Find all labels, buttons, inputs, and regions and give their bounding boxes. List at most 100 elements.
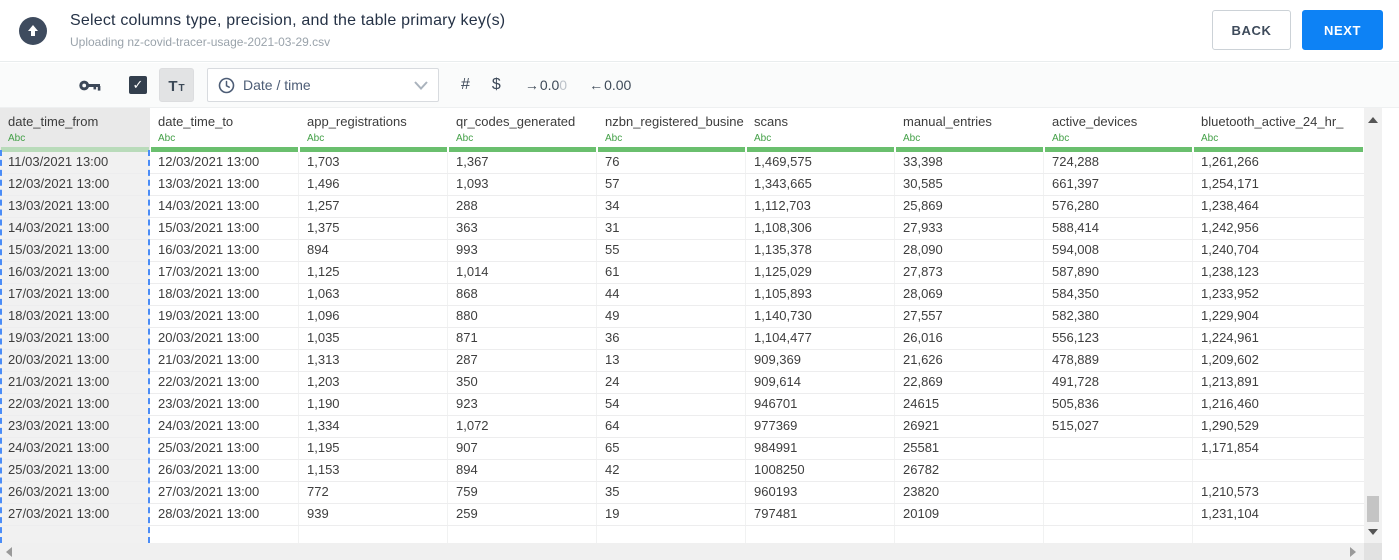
column-type-dropdown[interactable]: Date / time: [207, 68, 439, 102]
scroll-down-arrow-icon[interactable]: [1368, 529, 1378, 535]
vertical-scrollbar[interactable]: [1364, 108, 1382, 543]
column-type-badge: Abc: [903, 133, 921, 144]
table-cell: 1,063: [299, 284, 448, 305]
table-cell: 65: [597, 438, 746, 459]
horizontal-scrollbar[interactable]: [0, 543, 1364, 560]
column-name: app_registrations: [307, 114, 407, 129]
table-cell: 19/03/2021 13:00: [0, 328, 150, 349]
table-cell: 894: [299, 240, 448, 261]
table-cell: 1,367: [448, 152, 597, 173]
column-underline: [151, 147, 298, 152]
table-cell: 26,016: [895, 328, 1044, 349]
back-button[interactable]: BACK: [1212, 10, 1291, 50]
column-header-nzbn_registered_busine[interactable]: nzbn_registered_busine Abc: [597, 108, 746, 152]
table-cell: 1,216,460: [1201, 396, 1259, 411]
upload-cloud-icon: [19, 16, 47, 45]
table-cell: [746, 526, 895, 543]
column-header-bluetooth_active_24_hr_[interactable]: bluetooth_active_24_hr_ Abc: [1193, 108, 1364, 152]
table-cell: 36: [597, 328, 746, 349]
table-cell: 26/03/2021 13:00: [150, 460, 299, 481]
table-cell: 1,343,665: [746, 174, 895, 195]
table-cell: 1,229,904: [1201, 308, 1259, 323]
primary-key-icon[interactable]: [79, 78, 102, 93]
table-cell: 23820: [895, 482, 1044, 503]
column-header-app_registrations[interactable]: app_registrations Abc: [299, 108, 448, 152]
table-cell: 515,027: [1044, 416, 1193, 437]
table-cell: 1,210,573: [1201, 484, 1259, 499]
table-row: 27/03/2021 13:00 28/03/2021 13:00 939 259 19…: [0, 504, 1364, 526]
table-cell: 20109: [895, 504, 1044, 525]
table-cell: 939: [299, 504, 448, 525]
table-cell: 23/03/2021 13:00: [0, 416, 150, 437]
column-header-date_time_from[interactable]: date_time_from Abc: [0, 108, 150, 152]
column-underline: [598, 147, 745, 152]
increase-decimal-button[interactable]: ← 0.00: [589, 77, 631, 93]
table-cell: 772: [299, 482, 448, 503]
column-headers: date_time_from Abc date_time_to Abc app_regi…: [0, 108, 1364, 152]
table-cell: 1,254,171: [1201, 176, 1259, 191]
table-cell: 27,873: [895, 262, 1044, 283]
table-cell: 16/03/2021 13:00: [0, 262, 150, 283]
column-name: active_devices: [1052, 114, 1138, 129]
table-cell: 1,375: [299, 218, 448, 239]
column-underline: [449, 147, 596, 152]
table-cell: 1,257: [299, 196, 448, 217]
table-cell: 363: [448, 218, 597, 239]
table-cell: 1,153: [299, 460, 448, 481]
table-cell: 1,125: [299, 262, 448, 283]
table-row: 23/03/2021 13:00 24/03/2021 13:00 1,334 1,0…: [0, 416, 1364, 438]
table-cell: 22/03/2021 13:00: [0, 394, 150, 415]
scroll-up-arrow-icon[interactable]: [1368, 117, 1378, 123]
table-cell: [1193, 460, 1364, 481]
table-cell: 1,496: [299, 174, 448, 195]
column-header-scans[interactable]: scans Abc: [746, 108, 895, 152]
table-cell: 1,104,477: [746, 328, 895, 349]
table-cell: 1,093: [448, 174, 597, 195]
table-cell: 1,140,730: [746, 306, 895, 327]
table-cell: 1,224,961: [1201, 330, 1259, 345]
table-cell: 868: [448, 284, 597, 305]
vertical-scrollbar-thumb[interactable]: [1367, 496, 1379, 522]
column-type-badge: Abc: [1201, 133, 1219, 144]
column-name: scans: [754, 114, 788, 129]
column-header-date_time_to[interactable]: date_time_to Abc: [150, 108, 299, 152]
next-button[interactable]: NEXT: [1302, 10, 1383, 50]
table-cell: 1,096: [299, 306, 448, 327]
table-cell: 44: [597, 284, 746, 305]
table-cell: [1044, 504, 1193, 525]
column-name: nzbn_registered_busine: [605, 114, 744, 129]
table-cell: 24/03/2021 13:00: [0, 438, 150, 459]
table-cell: 960193: [746, 482, 895, 503]
decrease-decimal-button[interactable]: → 0.0 0: [525, 77, 567, 93]
table-cell: 1,108,306: [746, 218, 895, 239]
table-cell: 26921: [895, 416, 1044, 437]
column-underline: [1045, 147, 1192, 152]
currency-type-button[interactable]: $: [491, 76, 501, 93]
decrease-decimal-main: 0.0: [539, 77, 560, 93]
table-cell: 25/03/2021 13:00: [150, 438, 299, 459]
table-cell: 19/03/2021 13:00: [150, 306, 299, 327]
table-cell: [1044, 482, 1193, 503]
left-arrow-icon: ←: [589, 77, 604, 93]
table-cell: 22,869: [895, 372, 1044, 393]
table-cell: 759: [448, 482, 597, 503]
number-type-button[interactable]: #: [461, 76, 470, 93]
table-cell: 27,557: [895, 306, 1044, 327]
scroll-left-arrow-icon[interactable]: [6, 547, 12, 557]
table-cell: 14/03/2021 13:00: [0, 218, 150, 239]
column-type-badge: Abc: [754, 133, 772, 144]
column-underline: [896, 147, 1043, 152]
column-header-manual_entries[interactable]: manual_entries Abc: [895, 108, 1044, 152]
table-cell: [895, 526, 1044, 543]
scroll-right-arrow-icon[interactable]: [1350, 547, 1356, 557]
text-type-button[interactable]: T T: [159, 68, 194, 102]
table-cell: 21,626: [895, 350, 1044, 371]
column-header-qr_codes_generated[interactable]: qr_codes_generated Abc: [448, 108, 597, 152]
column-header-active_devices[interactable]: active_devices Abc: [1044, 108, 1193, 152]
column-type-badge: Abc: [307, 133, 325, 144]
table-cell: 724,288: [1044, 152, 1193, 173]
table-cell: [1044, 526, 1193, 543]
table-cell: 556,123: [1044, 328, 1193, 349]
include-column-checkbox[interactable]: ✓: [129, 76, 147, 94]
table-cell: [1044, 438, 1193, 459]
